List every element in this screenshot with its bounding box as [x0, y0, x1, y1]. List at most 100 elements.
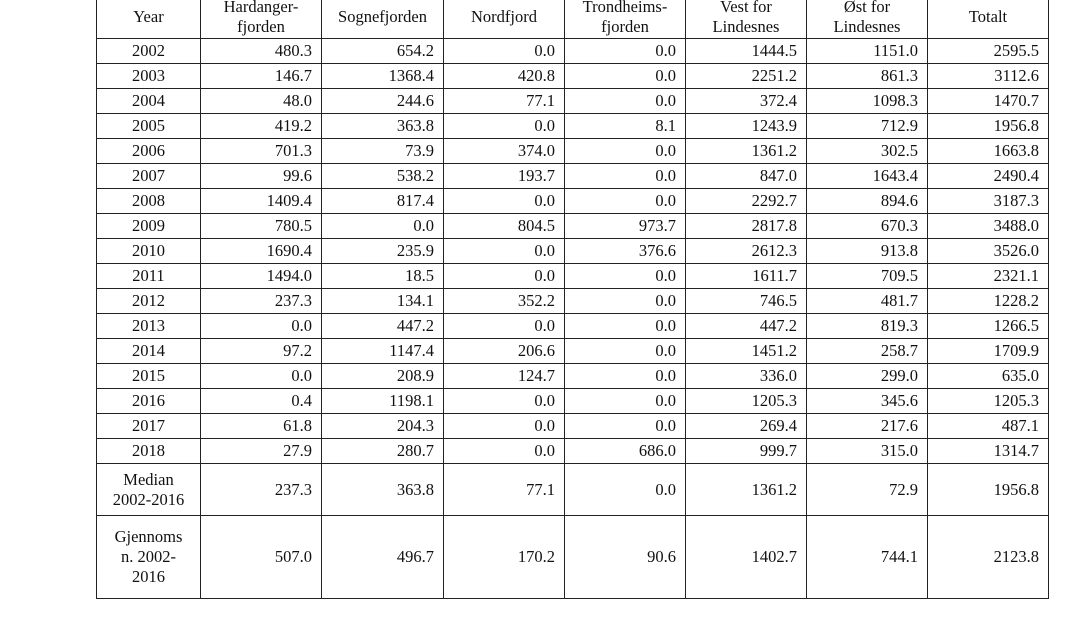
cell: 0.0: [564, 363, 686, 389]
table-row: 2003 146.7 1368.4 420.8 0.0 2251.2 861.3 3112.6: [96, 63, 1049, 89]
cell: 72.9: [806, 463, 928, 516]
row-label: 2006: [96, 138, 201, 164]
cell: 701.3: [200, 138, 322, 164]
cell: 1368.4: [321, 63, 444, 89]
cell: 804.5: [443, 213, 565, 239]
cell: 1470.7: [927, 88, 1049, 114]
cell: 237.3: [200, 288, 322, 314]
cell: 0.0: [564, 188, 686, 214]
cell: 2292.7: [685, 188, 807, 214]
cell: 973.7: [564, 213, 686, 239]
cell: 134.1: [321, 288, 444, 314]
cell: 447.2: [321, 313, 444, 339]
cell: 61.8: [200, 413, 322, 439]
table-row: 2002 480.3 654.2 0.0 0.0 1444.5 1151.0 2595.5: [96, 38, 1049, 64]
table-row: 2018 27.9 280.7 0.0 686.0 999.7 315.0 1314.7: [96, 438, 1049, 464]
cell: 819.3: [806, 313, 928, 339]
cell: 1205.3: [927, 388, 1049, 414]
row-label: 2012: [96, 288, 201, 314]
cell: 206.6: [443, 338, 565, 364]
cell: 73.9: [321, 138, 444, 164]
cell: 1444.5: [685, 38, 807, 64]
cell: 1611.7: [685, 263, 807, 289]
cell: 1690.4: [200, 238, 322, 264]
cell: 3526.0: [927, 238, 1049, 264]
row-label: 2014: [96, 338, 201, 364]
row-label: 2015: [96, 363, 201, 389]
cell: 780.5: [200, 213, 322, 239]
cell: 1402.7: [685, 515, 807, 599]
cell: 1361.2: [685, 138, 807, 164]
cell: 0.0: [443, 188, 565, 214]
cell: 635.0: [927, 363, 1049, 389]
cell: 999.7: [685, 438, 807, 464]
cell: 496.7: [321, 515, 444, 599]
table-row: 2006 701.3 73.9 374.0 0.0 1361.2 302.5 1663.8: [96, 138, 1049, 164]
row-label: 2017: [96, 413, 201, 439]
row-label: Gjennoms n. 2002- 2016: [96, 515, 201, 599]
cell: 1314.7: [927, 438, 1049, 464]
row-label: Median 2002-2016: [96, 463, 201, 516]
cell: 1494.0: [200, 263, 322, 289]
cell: 0.0: [443, 388, 565, 414]
cell: 376.6: [564, 238, 686, 264]
cell: 2251.2: [685, 63, 807, 89]
table-row: 2009 780.5 0.0 804.5 973.7 2817.8 670.3 3488.0: [96, 213, 1049, 239]
row-label: 2016: [96, 388, 201, 414]
cell: 0.0: [200, 363, 322, 389]
table-row: 2007 99.6 538.2 193.7 0.0 847.0 1643.4 2490.4: [96, 163, 1049, 189]
row-label: 2010: [96, 238, 201, 264]
header-cell: Sognefjorden: [321, 0, 444, 39]
cell: 1198.1: [321, 388, 444, 414]
cell: 18.5: [321, 263, 444, 289]
cell: 861.3: [806, 63, 928, 89]
cell: 817.4: [321, 188, 444, 214]
cell: 352.2: [443, 288, 565, 314]
cell: 3112.6: [927, 63, 1049, 89]
cell: 280.7: [321, 438, 444, 464]
cell: 1956.8: [927, 113, 1049, 139]
cell: 913.8: [806, 238, 928, 264]
header-cell: Trondheims- fjorden: [564, 0, 686, 39]
cell: 258.7: [806, 338, 928, 364]
cell: 1409.4: [200, 188, 322, 214]
cell: 2490.4: [927, 163, 1049, 189]
cell: 302.5: [806, 138, 928, 164]
cell: 363.8: [321, 113, 444, 139]
table-row: 2005 419.2 363.8 0.0 8.1 1243.9 712.9 1956.8: [96, 113, 1049, 139]
table-row: Gjennoms n. 2002- 2016 507.0 496.7 170.2 90.…: [96, 515, 1049, 599]
cell: 204.3: [321, 413, 444, 439]
cell: 299.0: [806, 363, 928, 389]
cell: 538.2: [321, 163, 444, 189]
cell: 363.8: [321, 463, 444, 516]
cell: 2123.8: [927, 515, 1049, 599]
cell: 269.4: [685, 413, 807, 439]
cell: 1361.2: [685, 463, 807, 516]
cell: 744.1: [806, 515, 928, 599]
table-row: 2011 1494.0 18.5 0.0 0.0 1611.7 709.5 2321.1: [96, 263, 1049, 289]
row-label: 2005: [96, 113, 201, 139]
cell: 1147.4: [321, 338, 444, 364]
table-row: 2016 0.4 1198.1 0.0 0.0 1205.3 345.6 1205.3: [96, 388, 1049, 414]
table-body: 2002 480.3 654.2 0.0 0.0 1444.5 1151.0 2595.5 20…: [96, 38, 1049, 599]
cell: 77.1: [443, 463, 565, 516]
table-row: 2008 1409.4 817.4 0.0 0.0 2292.7 894.6 3187.3: [96, 188, 1049, 214]
cell: 3488.0: [927, 213, 1049, 239]
cell: 0.0: [443, 313, 565, 339]
cell: 1643.4: [806, 163, 928, 189]
cell: 0.0: [564, 388, 686, 414]
cell: 480.3: [200, 38, 322, 64]
table-row: 2014 97.2 1147.4 206.6 0.0 1451.2 258.7 1709.9: [96, 338, 1049, 364]
cell: 0.0: [564, 163, 686, 189]
cell: 146.7: [200, 63, 322, 89]
cell: 0.0: [564, 38, 686, 64]
header-row: Year Hardanger- fjorden Sognefjorden Nordfj…: [96, 0, 1049, 39]
cell: 0.0: [564, 88, 686, 114]
cell: 1151.0: [806, 38, 928, 64]
header-cell: Year: [96, 0, 201, 39]
cell: 1663.8: [927, 138, 1049, 164]
cell: 315.0: [806, 438, 928, 464]
cell: 217.6: [806, 413, 928, 439]
cell: 0.0: [564, 138, 686, 164]
data-table: Year Hardanger- fjorden Sognefjorden Nordfj…: [96, 0, 1049, 599]
